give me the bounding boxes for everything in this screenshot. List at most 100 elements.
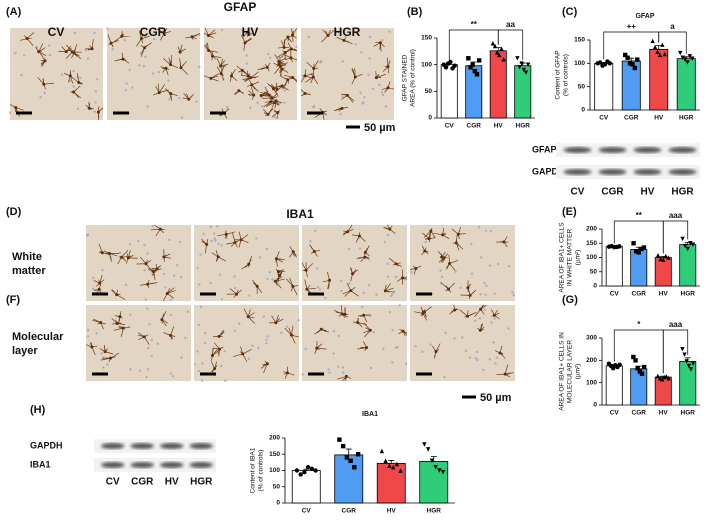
data-point [443, 65, 449, 70]
process [474, 309, 481, 317]
soma [165, 291, 169, 295]
blot-strip [94, 458, 216, 472]
blot-lane-label: CV [571, 187, 585, 198]
soma [210, 353, 214, 357]
nucleus [478, 317, 482, 320]
bar [676, 58, 696, 111]
process [113, 36, 122, 43]
soma [120, 34, 124, 38]
nucleus [297, 319, 300, 322]
nucleus [144, 298, 147, 301]
blot-row-label: GFAP [532, 144, 557, 154]
micrograph [194, 225, 299, 301]
nucleus [386, 262, 389, 266]
x-tick-label: HV [387, 508, 397, 515]
data-point [519, 61, 524, 66]
x-tick-label: HV [659, 410, 669, 417]
data-point [635, 365, 640, 371]
y-axis-label: GFAP STAINED [402, 54, 409, 101]
nucleus [488, 264, 492, 267]
soma [218, 347, 222, 351]
nucleus [86, 57, 90, 60]
nucleus [318, 288, 322, 291]
nucleus [233, 329, 237, 332]
data-point [497, 52, 502, 58]
x-tick-label: CGR [467, 123, 482, 130]
significance-label: ** [471, 20, 478, 29]
soma [246, 74, 250, 78]
data-point [641, 245, 647, 250]
soma [259, 93, 263, 97]
nucleus [202, 232, 205, 236]
soma [115, 293, 119, 297]
data-point [470, 62, 475, 67]
data-point [523, 70, 529, 75]
nucleus [314, 229, 317, 233]
nucleus [453, 337, 456, 340]
soma [388, 227, 392, 231]
nucleus [170, 313, 173, 317]
soma [233, 241, 237, 245]
soma [434, 350, 438, 354]
data-point [472, 68, 478, 74]
soma [345, 93, 349, 97]
bar [621, 60, 641, 111]
nucleus [341, 95, 344, 98]
nucleus [280, 331, 283, 334]
nucleus [309, 240, 312, 243]
bar [649, 48, 669, 111]
soma [178, 50, 182, 54]
process [220, 65, 225, 74]
nucleus [233, 275, 236, 278]
soma [401, 329, 405, 333]
nucleus [388, 310, 392, 314]
process [273, 84, 283, 90]
data-point [302, 469, 307, 475]
data-point [690, 361, 696, 366]
nucleus [484, 293, 487, 296]
nucleus [482, 368, 485, 371]
nucleus [391, 328, 394, 332]
nucleus [267, 53, 270, 56]
nucleus [142, 65, 146, 68]
data-point [660, 42, 665, 47]
data-point [597, 60, 603, 65]
nucleus [384, 105, 388, 108]
soma [207, 33, 211, 37]
nucleus [197, 369, 201, 373]
process [305, 263, 314, 271]
nucleus [444, 331, 447, 334]
nucleus [251, 344, 254, 348]
nucleus [424, 240, 427, 244]
nucleus [372, 331, 375, 334]
data-point [437, 468, 442, 473]
nucleus [20, 74, 23, 77]
nucleus [304, 347, 307, 351]
soma [291, 284, 295, 288]
micrograph [10, 28, 103, 120]
soma [312, 249, 316, 253]
data-point [662, 51, 667, 57]
soma [401, 276, 405, 280]
nucleus [146, 307, 149, 310]
significance-label: a [670, 22, 675, 31]
nucleus [358, 247, 362, 250]
nucleus [258, 256, 261, 259]
nucleus [414, 344, 417, 348]
nucleus [198, 283, 201, 286]
process [350, 290, 359, 297]
nucleus [479, 293, 482, 296]
nucleus [511, 291, 514, 294]
significance-bracket [658, 31, 687, 54]
nucleus [265, 341, 268, 345]
data-point [663, 253, 669, 259]
soma [224, 232, 228, 236]
y-tick-label: 0 [581, 107, 585, 114]
soma [162, 31, 166, 35]
process [260, 91, 269, 96]
nucleus [341, 60, 345, 63]
nucleus [138, 369, 142, 373]
process [26, 38, 34, 46]
data-point [685, 246, 690, 252]
data-point [682, 352, 687, 357]
